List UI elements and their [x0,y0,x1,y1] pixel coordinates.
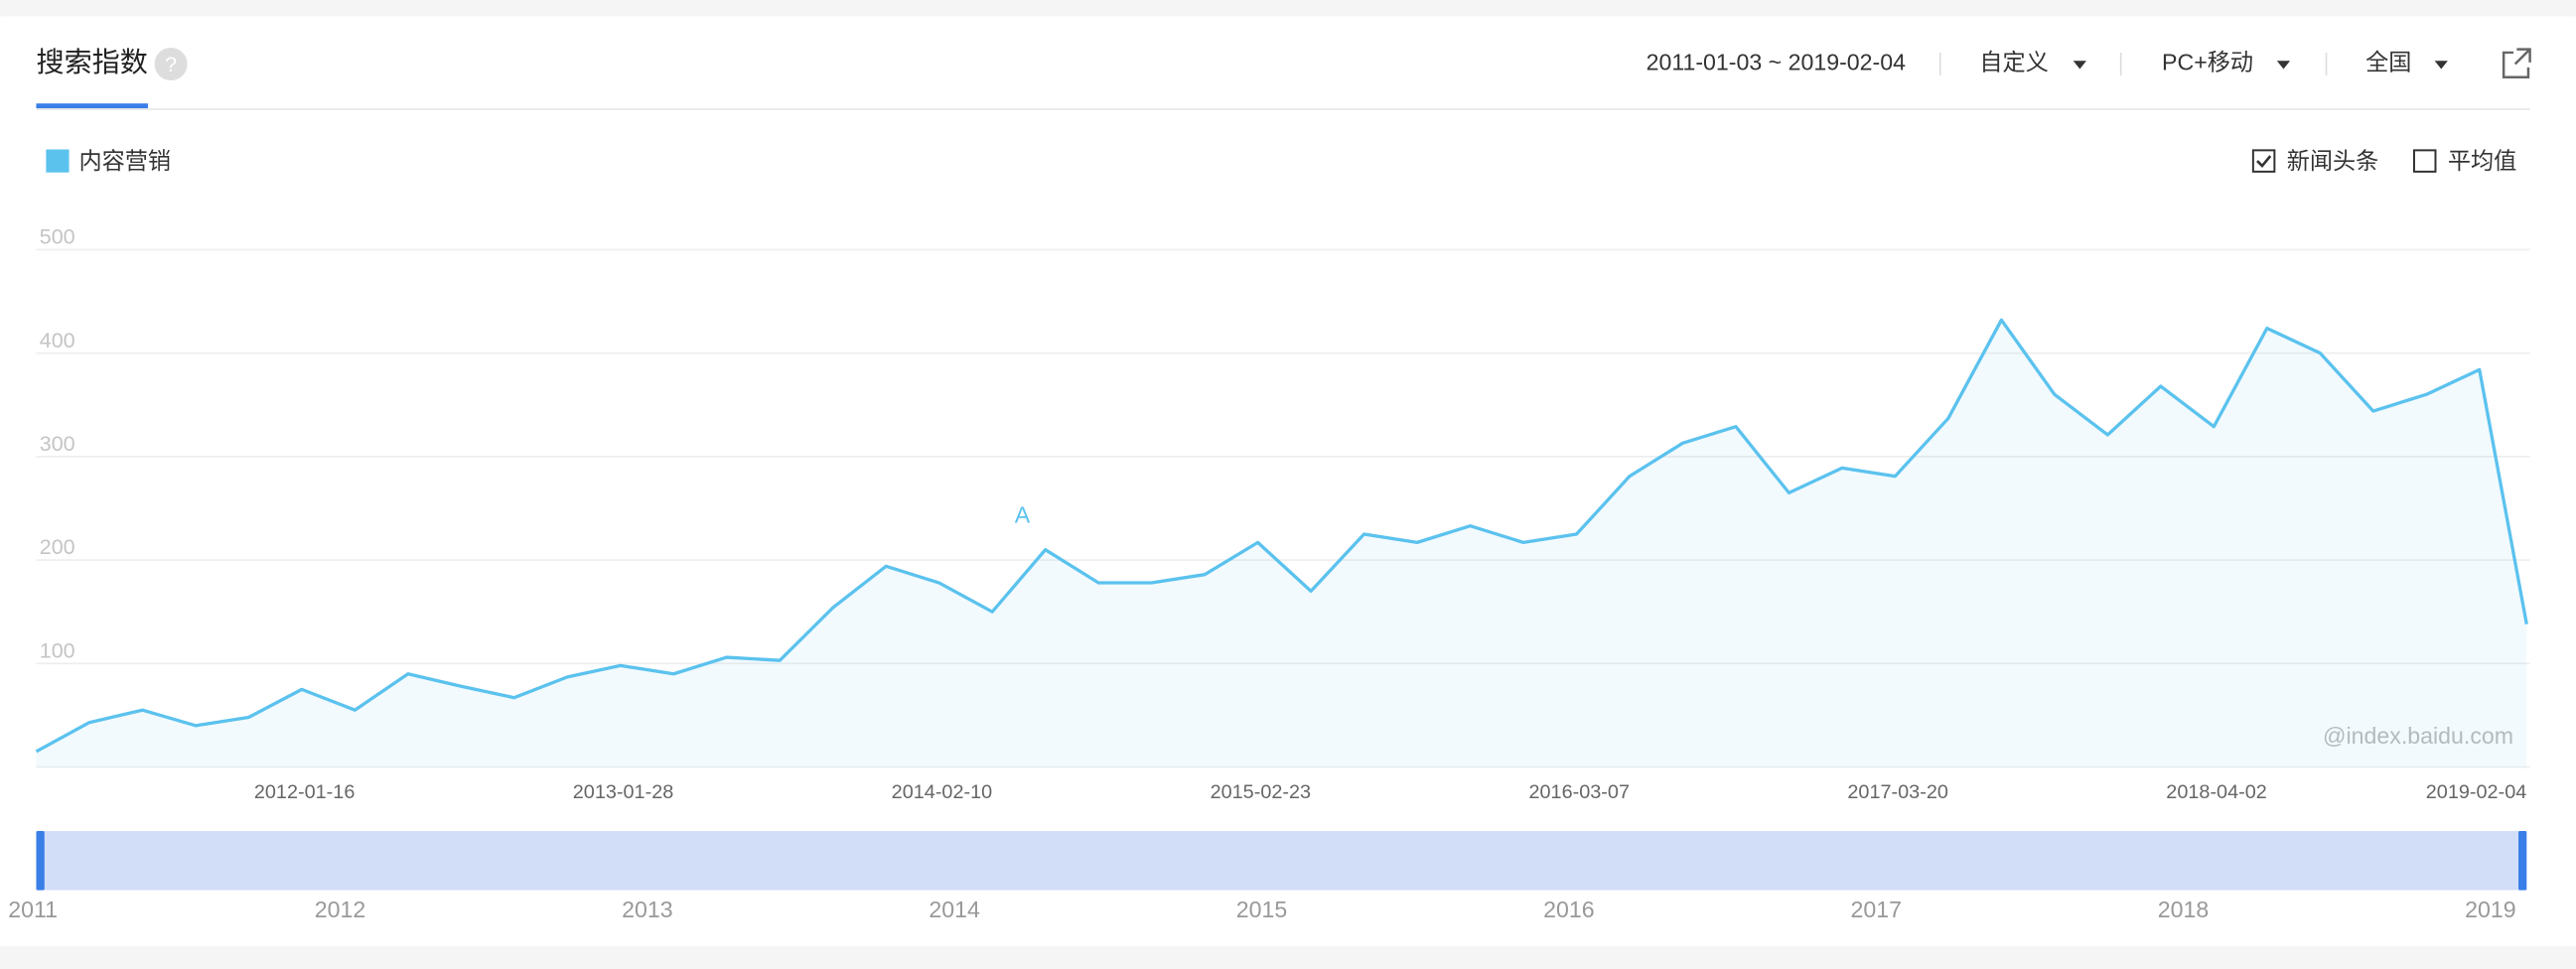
y-tick-label: 100 [40,638,75,662]
x-tick-label: 2013-01-28 [573,781,674,803]
menu[interactable]: 全国 [2365,50,2411,75]
slider-label: 2012 [315,897,365,922]
legend-swatch [46,149,70,173]
date-range[interactable]: 2011-01-03 ~ 2019-02-04 [1646,50,1907,75]
menu[interactable]: PC+移动 [2162,50,2253,75]
share-icon[interactable] [2502,48,2531,78]
x-tick-label: 2014-02-10 [892,781,993,803]
checkbox-label[interactable]: 平均值 [2448,148,2516,174]
slider-label: 2016 [1543,897,1594,922]
y-tick-label: 200 [40,535,75,559]
slider-track[interactable] [36,831,2527,891]
menu[interactable]: 自定义 [1979,50,2048,75]
watermark: @index.baidu.com [2323,723,2513,749]
x-tick-label: 2016-03-07 [1528,781,1630,803]
slider-handle[interactable] [36,831,45,891]
slider-label: 2015 [1236,897,1287,922]
y-tick-label: 400 [40,329,75,352]
y-tick-label: 500 [40,225,75,249]
slider-label: 2011 [8,897,58,922]
checkbox-label[interactable]: 新闻头条 [2287,148,2379,174]
slider-label: 2017 [1850,897,1901,922]
tab-underline [36,103,148,109]
checkbox[interactable] [2251,149,2276,173]
panel [0,16,2576,946]
y-tick-label: 300 [40,432,75,456]
slider-label: 2018 [2158,897,2209,922]
line [35,318,2528,754]
area [36,320,2527,767]
check-mark [2256,155,2272,169]
slider-label: 2013 [622,897,672,922]
menu-arrow [2276,61,2291,69]
slider-handle[interactable] [2518,831,2527,891]
menu-arrow [2073,61,2086,69]
slider-label: 2019 [2465,897,2515,922]
checkbox[interactable] [2412,149,2437,173]
slider-label: 2014 [929,897,980,922]
page-title: 搜索指数 [36,47,147,77]
menu-arrow [2434,61,2448,69]
legend-label: 内容营销 [78,148,171,174]
annotation: A [1015,502,1031,528]
x-tick-label: 2019-02-04 [2426,781,2527,803]
svg-text:?: ? [165,53,177,76]
x-tick-label: 2012-01-16 [254,781,356,803]
x-tick-label: 2018-04-02 [2166,781,2267,803]
x-tick-label: 2015-02-23 [1211,781,1312,803]
x-tick-label: 2017-03-20 [1847,781,1948,803]
help-icon[interactable]: ? [154,47,188,81]
